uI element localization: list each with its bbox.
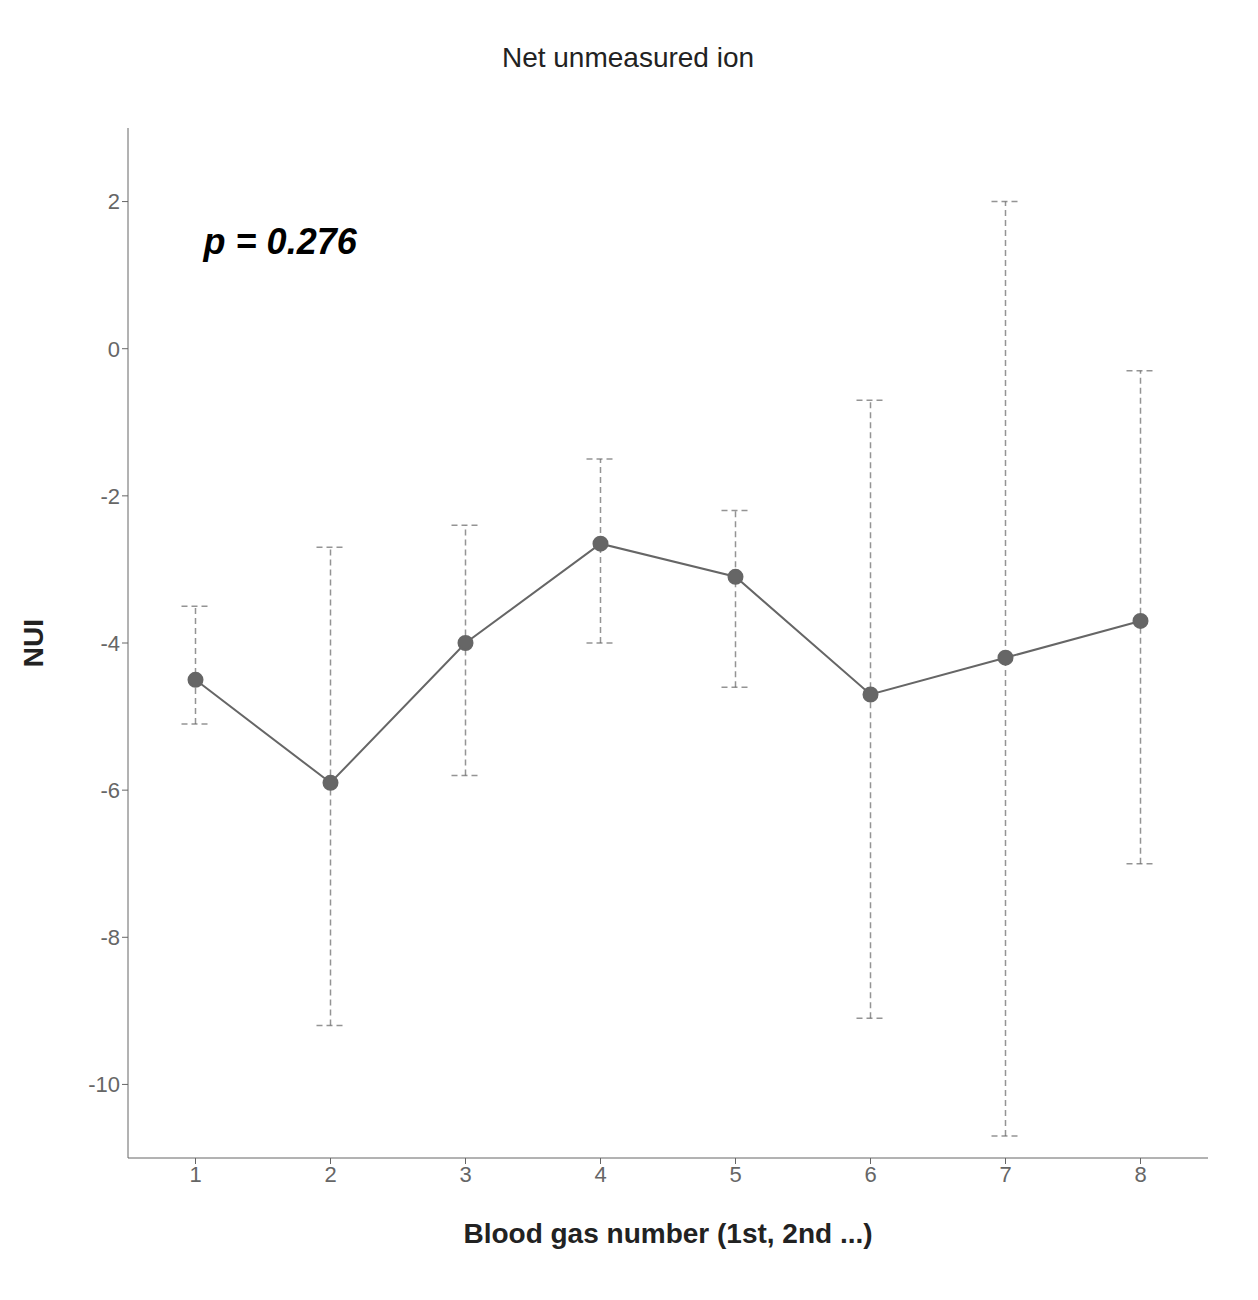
svg-text:Blood gas number (1st, 2nd ...: Blood gas number (1st, 2nd ...) xyxy=(463,1218,872,1249)
svg-text:7: 7 xyxy=(999,1162,1011,1187)
svg-text:-4: -4 xyxy=(100,631,120,656)
svg-text:5: 5 xyxy=(729,1162,741,1187)
svg-text:2: 2 xyxy=(324,1162,336,1187)
svg-text:2: 2 xyxy=(108,189,120,214)
svg-text:6: 6 xyxy=(864,1162,876,1187)
html-text:p = 0.276: p = 0.276 xyxy=(203,220,357,262)
svg-text:3: 3 xyxy=(459,1162,471,1187)
svg-text:0: 0 xyxy=(108,337,120,362)
svg-text:-10: -10 xyxy=(88,1072,120,1097)
svg-text:-6: -6 xyxy=(100,778,120,803)
svg-text:4: 4 xyxy=(594,1162,606,1187)
svg-text:8: 8 xyxy=(1134,1162,1146,1187)
svg-text:-8: -8 xyxy=(100,925,120,950)
svg-text:-2: -2 xyxy=(100,484,120,509)
svg-text:NUI: NUI xyxy=(18,619,49,667)
svg-text:1: 1 xyxy=(189,1162,201,1187)
html-text:Net unmeasured ion: Net unmeasured ion xyxy=(501,42,755,73)
